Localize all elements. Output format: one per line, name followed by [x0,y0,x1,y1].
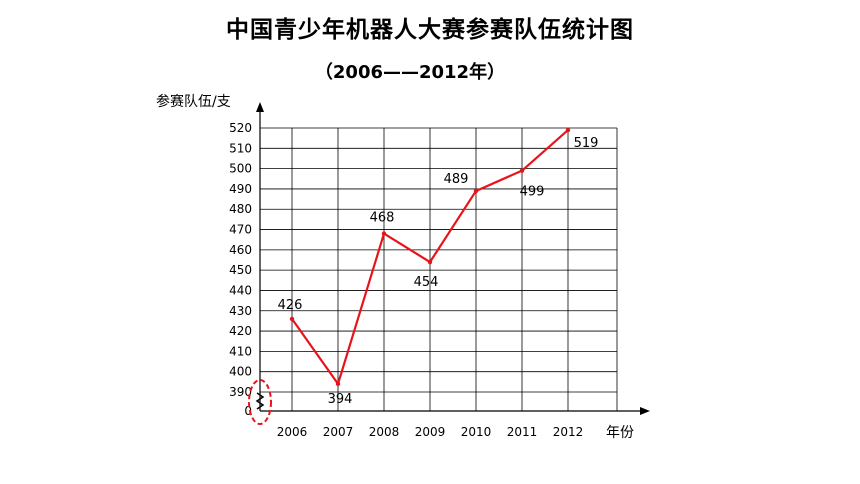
data-label: 489 [444,172,469,187]
x-tick-label: 2009 [415,425,446,439]
data-point [427,259,433,265]
data-label: 499 [520,185,545,200]
axis-break-marker [248,379,272,425]
data-label: 454 [414,275,439,290]
data-label: 394 [328,392,353,407]
y-tick-label: 490 [229,182,252,196]
x-tick-label: 2007 [323,425,354,439]
chart-title: 中国青少年机器人大赛参赛队伍统计图 [226,17,634,43]
axis-break-ellipse [248,379,272,425]
y-tick-label: 400 [229,365,252,379]
chart-axes [256,102,650,415]
series-line [289,127,571,387]
data-point [473,188,479,194]
y-tick-label: 0 [244,404,252,418]
data-labels: 426 394 468 454 489 499 519 [278,136,599,407]
data-point [335,381,341,387]
y-tick-label: 420 [229,324,252,338]
data-label: 426 [278,298,303,313]
data-point [519,168,525,173]
y-tick-label: 470 [229,223,252,237]
data-point [565,127,571,133]
x-tick-label: 2012 [553,425,584,439]
y-tick-label: 520 [229,121,252,135]
x-tick-labels: 2006 2007 2008 2009 2010 2011 2012 [277,425,584,439]
y-tick-label: 500 [229,162,252,176]
x-tick-label: 2006 [277,425,308,439]
y-axis-label: 参赛队伍/支 [156,93,231,110]
x-tick-label: 2010 [461,425,492,439]
y-tick-label: 410 [229,344,252,358]
data-point [289,316,295,322]
y-tick-label: 450 [229,263,252,277]
x-tick-label: 2011 [507,425,538,439]
y-tick-label: 390 [229,385,252,399]
x-axis-label: 年份 [606,425,634,441]
y-tick-label: 480 [229,202,252,216]
data-label: 468 [370,211,395,226]
x-tick-label: 2008 [369,425,400,439]
y-tick-label: 510 [229,141,252,155]
chart-grid [260,127,618,411]
axis-break-zigzag [255,392,265,410]
x-axis-arrow [640,407,650,415]
data-point [381,231,387,236]
data-label: 519 [574,136,599,151]
y-tick-label: 460 [229,243,252,257]
y-tick-labels: 0 390 400 410 420 430 440 450 460 470 480 490 500 510… [229,121,252,418]
y-tick-label: 430 [229,304,252,318]
chart-subtitle: （2006——2012年） [314,62,506,83]
y-tick-label: 440 [229,283,252,297]
y-axis-arrow [256,102,264,112]
